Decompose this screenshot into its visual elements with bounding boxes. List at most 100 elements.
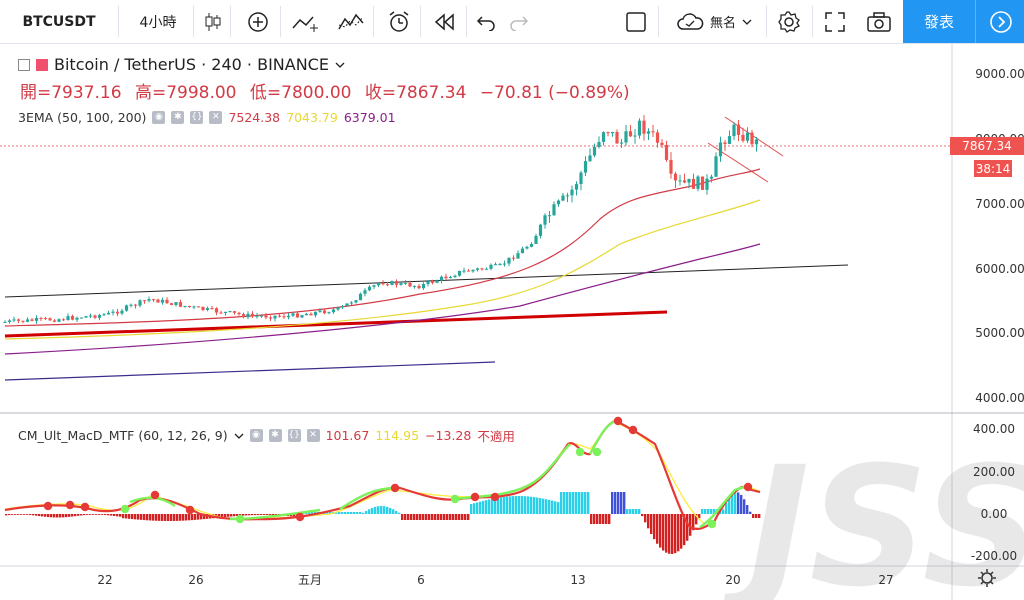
macd-bar — [518, 496, 521, 514]
eye-icon[interactable]: ◉ — [249, 429, 263, 442]
macd-bar — [482, 500, 485, 514]
play-button[interactable] — [975, 0, 1024, 43]
candle-body — [390, 281, 394, 285]
remove-icon[interactable]: ✕ — [306, 429, 320, 442]
candle-body — [12, 319, 16, 321]
macd-bar — [29, 514, 32, 516]
redo-button[interactable] — [503, 0, 535, 43]
candles[interactable] — [3, 115, 759, 324]
source-code-icon[interactable]: {} — [287, 429, 301, 442]
macd-bar — [740, 494, 743, 514]
macd-bar — [149, 514, 152, 521]
macd-bar — [263, 514, 266, 516]
settings-button[interactable] — [770, 0, 808, 43]
undo-button[interactable] — [470, 0, 502, 43]
macd-bar — [203, 514, 206, 520]
collapse-icon[interactable] — [18, 58, 30, 71]
macd-value-1: 101.67 — [325, 428, 370, 443]
settings-small-icon[interactable]: ✱ — [268, 429, 282, 442]
macd-axis[interactable]: 400.00 200.00 0.00 -200.00 — [971, 422, 1017, 563]
candle-body — [111, 311, 115, 313]
macd-bar — [197, 514, 200, 520]
macd-bar — [698, 514, 701, 519]
candle-body — [21, 320, 25, 322]
time-axis[interactable]: 22 26 五月 6 13 20 27 — [97, 573, 893, 587]
candle-body — [700, 176, 705, 190]
remove-icon[interactable]: ✕ — [209, 111, 223, 124]
candle-body — [624, 131, 628, 143]
macd-cross-dot — [150, 490, 160, 500]
macd-bar — [446, 514, 449, 520]
candle-body — [66, 316, 70, 321]
source-code-icon[interactable]: {} — [190, 111, 204, 124]
binance-logo-icon — [36, 58, 48, 71]
plus-circle-icon — [248, 11, 268, 32]
macd-bar — [254, 514, 257, 516]
macd-bar — [170, 514, 173, 521]
macd-bar — [365, 510, 368, 514]
macd-bar — [512, 496, 515, 514]
replay-button[interactable] — [427, 0, 463, 43]
candle-body — [705, 178, 709, 190]
candle-body — [304, 313, 309, 316]
axis-settings-button[interactable] — [978, 569, 996, 587]
macd-bar — [116, 514, 119, 517]
macd-line-green — [588, 419, 617, 455]
macd-cross-dot — [43, 501, 53, 511]
time-axis-label: 22 — [97, 573, 112, 587]
compare-button[interactable] — [285, 0, 325, 43]
candle-body — [340, 306, 345, 308]
macd-bar — [707, 509, 710, 514]
candle-body — [637, 120, 642, 136]
candle-body — [480, 268, 484, 270]
macd-bar — [647, 514, 650, 529]
candle-body — [399, 282, 403, 285]
symbol-legend[interactable]: Bitcoin / TetherUS · 240 · BINANCE — [18, 55, 345, 74]
layout-selector[interactable]: 無名 — [664, 0, 764, 43]
macd-bar — [182, 514, 185, 521]
macd-bar — [359, 512, 362, 514]
symbol-search[interactable]: BTCUSDT — [0, 0, 118, 43]
chevron-down-icon — [742, 19, 752, 25]
candle-body — [592, 146, 597, 156]
layout-name: 無名 — [709, 16, 736, 31]
ema-legend[interactable]: 3EMA (50, 100, 200) ◉ ✱ {} ✕ 7524.38 704… — [18, 110, 396, 125]
fullscreen-layout-button[interactable] — [618, 0, 654, 43]
settings-small-icon[interactable]: ✱ — [171, 111, 185, 124]
fullscreen-button[interactable] — [816, 0, 854, 43]
candle-body — [538, 224, 543, 236]
publish-button[interactable]: 發表 — [903, 0, 975, 43]
indicators-button[interactable] — [330, 0, 372, 43]
macd-bar — [578, 492, 581, 514]
macd-bar — [665, 514, 668, 553]
candle-body — [120, 310, 124, 314]
candle-body — [543, 215, 547, 225]
alert-button[interactable] — [380, 0, 418, 43]
macd-bar — [686, 514, 689, 541]
add-indicator-button[interactable] — [240, 0, 276, 43]
current-price-tag — [950, 137, 1024, 155]
macd-bar — [671, 514, 674, 554]
macd-legend[interactable]: CM_Ult_MacD_MTF (60, 12, 26, 9) ◉ ✱ {} ✕… — [18, 426, 515, 445]
interval-selector[interactable]: 4小時 — [123, 0, 193, 43]
macd-cross-dot — [707, 519, 717, 529]
price-axis[interactable]: 9000.008000.007000.006000.005000.004000.… — [975, 67, 1024, 405]
time-axis-label: 27 — [878, 573, 893, 587]
candle-body — [210, 308, 214, 310]
chart-canvas[interactable]: JSS 9000.008000.007000.006000.005000.004… — [0, 44, 1024, 600]
eye-icon[interactable]: ◉ — [152, 111, 166, 124]
macd-bar — [38, 514, 41, 517]
chevron-down-icon[interactable] — [234, 432, 244, 440]
macd-bar — [692, 514, 695, 531]
drawing-trendlines[interactable] — [4, 116, 849, 381]
candle-body — [696, 176, 700, 189]
chevron-down-icon[interactable] — [335, 61, 345, 69]
macd-bar — [98, 514, 101, 515]
candle-style-button[interactable] — [196, 0, 230, 43]
macd-bar — [14, 514, 17, 515]
macd-bar — [506, 496, 509, 514]
macd-bar — [167, 514, 170, 521]
candle-body — [691, 178, 696, 189]
macd-line-red — [4, 419, 761, 530]
snapshot-button[interactable] — [860, 0, 898, 43]
